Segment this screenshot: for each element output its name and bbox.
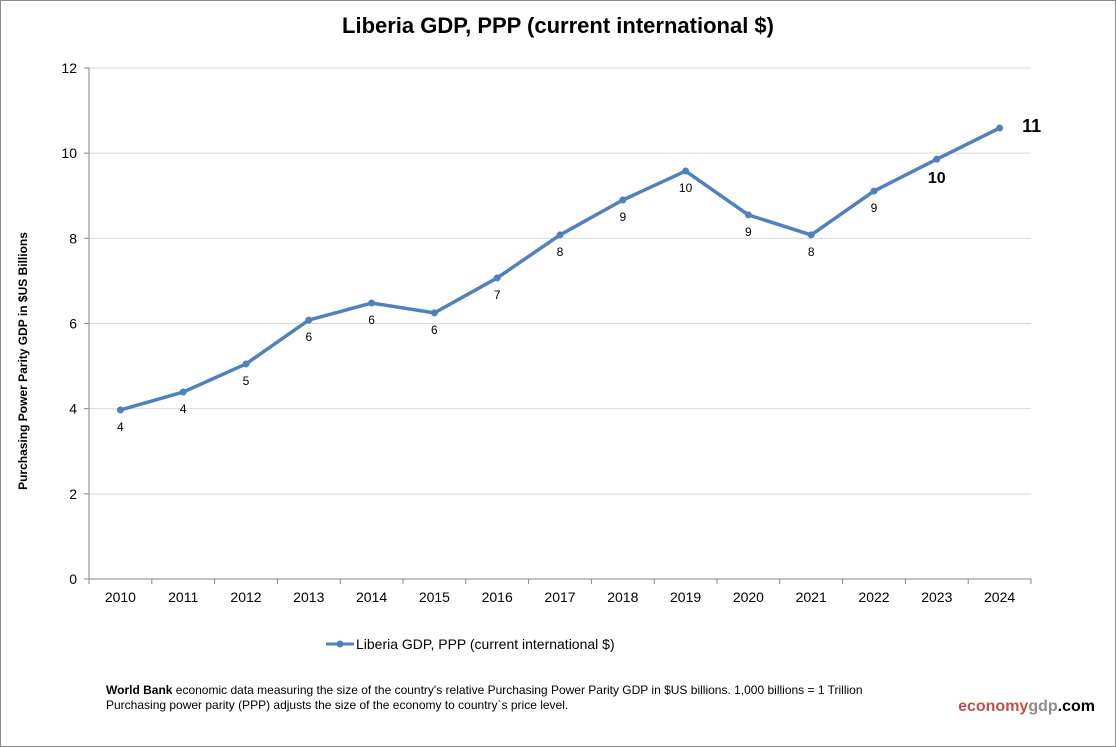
- series-line: [119, 126, 1001, 412]
- data-label: 9: [871, 201, 878, 215]
- data-label: 5: [243, 374, 250, 388]
- x-tick-label: 2016: [482, 589, 513, 605]
- data-point: [996, 124, 1004, 132]
- data-point: [619, 196, 627, 204]
- x-tick-label: 2015: [419, 589, 450, 605]
- x-tick-label: 2024: [984, 589, 1015, 605]
- y-tick-label: 2: [69, 486, 77, 502]
- data-point: [682, 167, 690, 175]
- footer-line1: economic data measuring the size of the …: [172, 683, 863, 697]
- x-tick-label: 2010: [105, 589, 136, 605]
- data-point: [430, 309, 438, 317]
- data-label: 6: [305, 330, 312, 344]
- data-label: 8: [808, 245, 815, 259]
- x-tick-label: 2020: [733, 589, 764, 605]
- data-point: [368, 299, 376, 307]
- x-tick-label: 2014: [356, 589, 387, 605]
- x-tick-label: 2021: [796, 589, 827, 605]
- y-tick-label: 0: [69, 571, 77, 587]
- data-point: [493, 274, 501, 282]
- x-tick-label: 2022: [858, 589, 889, 605]
- footer-source: World Bank: [106, 683, 173, 697]
- data-point: [556, 231, 564, 239]
- x-tick-label: 2013: [293, 589, 324, 605]
- x-tick-label: 2019: [670, 589, 701, 605]
- x-tick-label: 2012: [230, 589, 261, 605]
- data-label: 4: [180, 402, 187, 416]
- data-point: [179, 388, 187, 396]
- data-point: [305, 316, 313, 324]
- y-tick-label: 8: [69, 230, 77, 246]
- legend-label: Liberia GDP, PPP (current international …: [356, 636, 615, 652]
- data-point: [744, 211, 752, 219]
- footer-note: World Bank economic data measuring the s…: [106, 683, 863, 713]
- chart-title: Liberia GDP, PPP (current international …: [342, 13, 774, 38]
- x-tick-label: 2011: [168, 589, 198, 605]
- data-label: 11: [1022, 116, 1041, 136]
- data-point: [933, 155, 941, 163]
- y-tick-label: 6: [69, 316, 77, 332]
- data-label: 6: [368, 313, 375, 327]
- brand-part-1: economy: [958, 698, 1029, 715]
- x-tick-label: 2018: [607, 589, 638, 605]
- footer-line2: Purchasing power parity (PPP) adjusts th…: [106, 698, 569, 712]
- legend: Liberia GDP, PPP (current international …: [326, 636, 615, 652]
- data-point: [242, 360, 250, 368]
- data-label: 9: [745, 225, 752, 239]
- data-point: [807, 231, 815, 239]
- x-tick-label: 2023: [921, 589, 952, 605]
- data-label: 10: [679, 181, 693, 195]
- data-point: [870, 187, 878, 195]
- data-label: 10: [928, 170, 946, 187]
- y-tick-label: 10: [61, 145, 77, 161]
- data-label: 9: [619, 210, 626, 224]
- data-label: 7: [494, 288, 501, 302]
- y-tick-label: 12: [61, 60, 77, 76]
- data-label: 6: [431, 323, 438, 337]
- x-tick-label: 2017: [544, 589, 575, 605]
- legend-line-marker: [326, 640, 354, 648]
- brand-logo[interactable]: economygdp.com: [958, 698, 1095, 716]
- data-point: [116, 406, 124, 414]
- brand-part-2: gdp: [1028, 698, 1058, 715]
- data-label: 4: [117, 420, 124, 434]
- brand-part-3: .com: [1057, 698, 1095, 715]
- y-tick-label: 4: [69, 401, 77, 417]
- data-label: 8: [557, 245, 564, 259]
